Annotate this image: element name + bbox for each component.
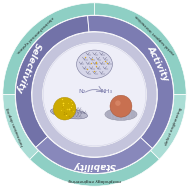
Ellipse shape [77,50,112,78]
Text: heteroatom doping: heteroatom doping [6,107,25,146]
Text: defect engineering: defect engineering [164,107,183,146]
Wedge shape [30,151,159,186]
Wedge shape [3,94,38,159]
Text: Stability: Stability [73,161,116,170]
Circle shape [53,97,76,120]
Text: N₂: N₂ [79,89,86,94]
Wedge shape [3,3,94,94]
Wedge shape [94,3,186,94]
Text: Selectivity: Selectivity [14,41,43,94]
Text: electrochemical system: electrochemical system [15,15,53,53]
Circle shape [110,95,132,117]
Text: metal-support interaction: metal-support interaction [134,13,176,55]
Wedge shape [32,32,157,157]
Ellipse shape [50,108,88,119]
Text: morphology engineering: morphology engineering [68,178,121,182]
Text: Activity: Activity [146,44,171,83]
Text: NH₃: NH₃ [101,89,113,94]
Wedge shape [151,94,186,159]
Ellipse shape [105,108,137,120]
Circle shape [115,100,121,106]
Circle shape [43,43,146,146]
Wedge shape [36,137,152,174]
Wedge shape [15,16,89,147]
Wedge shape [88,15,174,148]
